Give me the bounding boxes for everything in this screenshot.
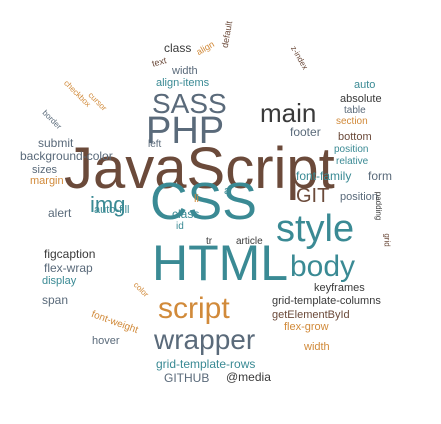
word-absolute: absolute bbox=[340, 93, 382, 105]
word-css: CSS bbox=[150, 173, 257, 231]
word-width-bottom: width bbox=[304, 341, 330, 353]
word-img: img bbox=[90, 192, 126, 217]
word-class-center: class bbox=[172, 207, 200, 221]
word-alert: alert bbox=[48, 206, 72, 220]
word-main: main bbox=[260, 98, 317, 128]
word-font-weight: font-weight bbox=[89, 308, 140, 337]
word-default: default bbox=[219, 20, 235, 49]
word-article: article bbox=[236, 236, 263, 247]
word-getelementbyid: getElementById bbox=[272, 309, 350, 321]
word-left: left bbox=[148, 139, 162, 150]
word-sass: SASS bbox=[152, 88, 227, 119]
word-checkbox: checkbox bbox=[62, 78, 93, 109]
word-script: script bbox=[158, 292, 230, 325]
word-table: table bbox=[344, 105, 366, 116]
word-background-color: background-color bbox=[20, 149, 113, 163]
word-span: span bbox=[42, 293, 69, 307]
word-github: GITHUB bbox=[164, 371, 210, 385]
word-footer: footer bbox=[290, 125, 321, 139]
word-id: id bbox=[176, 221, 184, 232]
word-php: PHP bbox=[146, 110, 225, 152]
word-flex-wrap: flex-wrap bbox=[44, 261, 93, 275]
word-section: section bbox=[336, 116, 368, 127]
word-hover: hover bbox=[92, 335, 120, 347]
word-sizes: sizes bbox=[32, 164, 58, 176]
word-position: position bbox=[334, 144, 369, 155]
word-align-items: align-items bbox=[156, 77, 210, 89]
word-figcaption: figcaption bbox=[44, 247, 96, 261]
word-git: GIT bbox=[296, 185, 330, 207]
word-class-top: class bbox=[164, 41, 192, 55]
word-padding: padding bbox=[374, 191, 384, 221]
word-wrapper: wrapper bbox=[154, 324, 256, 355]
word-auto-fill: auto-fill bbox=[94, 204, 130, 216]
word-text: text bbox=[150, 55, 168, 69]
word-submit: submit bbox=[38, 136, 74, 150]
word-grid-template-columns: grid-template-columns bbox=[272, 295, 381, 307]
word-z-index: z-index bbox=[288, 44, 310, 72]
word-a: a bbox=[224, 185, 231, 197]
word-html: HTML bbox=[152, 235, 289, 291]
word-relative: relative bbox=[336, 156, 369, 167]
word-form: form bbox=[368, 169, 392, 183]
word-width-top: width bbox=[172, 65, 198, 77]
word-keyframes: keyframes bbox=[314, 282, 365, 294]
word-bottom: bottom bbox=[338, 131, 372, 143]
word-auto: auto bbox=[354, 79, 376, 91]
word-flex-grow: flex-grow bbox=[284, 321, 329, 333]
word-margin: margin bbox=[30, 175, 64, 187]
word-align: align bbox=[194, 38, 216, 58]
word-border: border bbox=[40, 108, 64, 132]
word-color: color bbox=[131, 280, 151, 299]
word-font-family: font-family bbox=[296, 169, 352, 183]
word-style: style bbox=[276, 208, 355, 250]
word-position-2: position bbox=[340, 191, 378, 203]
word-tr: tr bbox=[206, 236, 213, 247]
word-grid: grid bbox=[382, 233, 392, 247]
word-grid-template-rows: grid-template-rows bbox=[156, 357, 256, 371]
word-li: li bbox=[194, 193, 199, 205]
word-display: display bbox=[42, 275, 77, 287]
word-media: @media bbox=[226, 370, 271, 384]
word-javascript: JavaScript bbox=[64, 136, 335, 201]
word-body: body bbox=[290, 250, 356, 283]
